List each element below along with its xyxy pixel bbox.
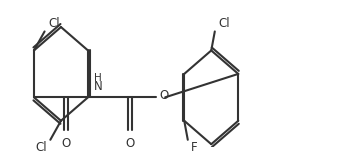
Text: F: F <box>191 141 198 154</box>
Text: Cl: Cl <box>35 141 47 154</box>
Text: N: N <box>93 80 102 93</box>
Text: O: O <box>160 89 169 102</box>
Text: H: H <box>94 73 102 83</box>
Text: Cl: Cl <box>218 17 230 30</box>
Text: O: O <box>61 137 70 150</box>
Text: Cl: Cl <box>48 17 60 30</box>
Text: O: O <box>125 137 134 150</box>
